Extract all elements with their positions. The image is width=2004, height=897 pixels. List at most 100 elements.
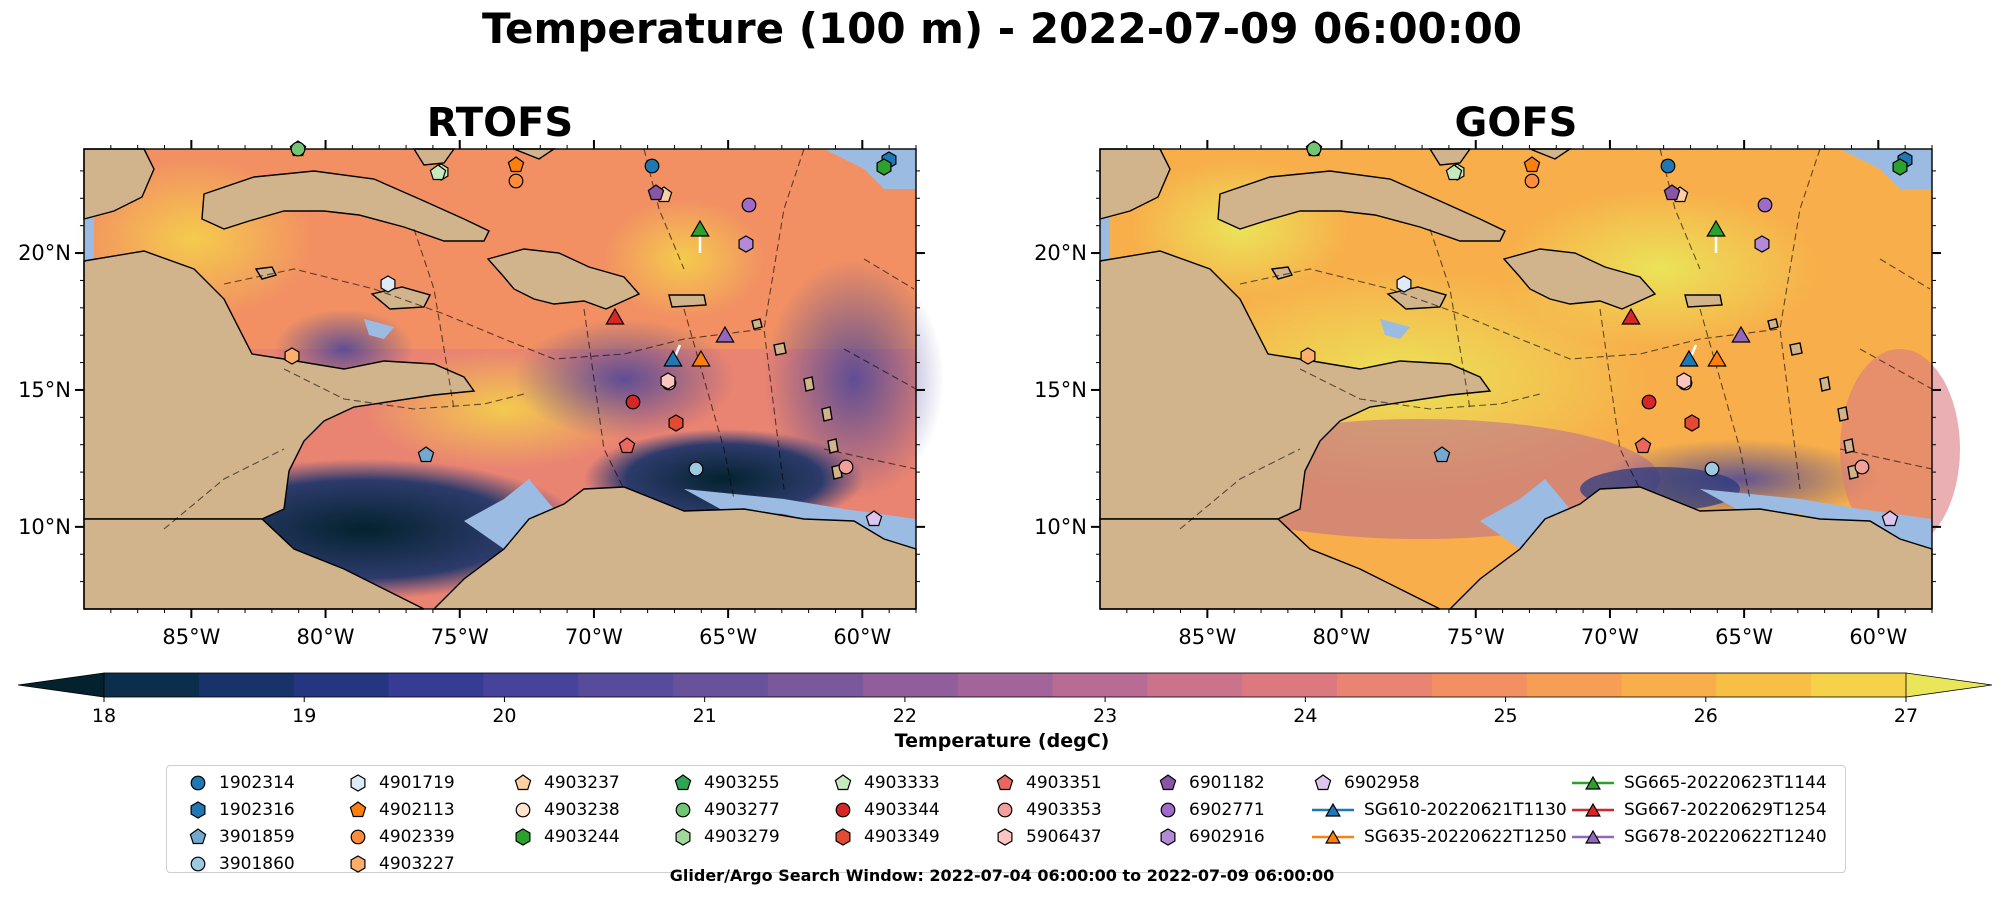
legend-label: SG610-20220621T1130 [1364, 799, 1567, 820]
legend-item: 1902314 [187, 769, 295, 796]
colorbar-tick-label: 18 [92, 705, 116, 727]
glider-marker [1621, 307, 1641, 325]
legend-marker [674, 773, 692, 790]
legend-label: 6901182 [1189, 772, 1265, 793]
colorbar-segment [1242, 673, 1338, 697]
legend-label: 4903344 [864, 799, 940, 820]
argo-float-marker [380, 275, 396, 293]
legend-marker [515, 802, 531, 817]
argo-float-marker [865, 510, 883, 527]
argo-float-marker [618, 437, 636, 454]
legend-marker [190, 856, 206, 871]
markers-rtofs [284, 140, 897, 527]
argo-float-marker [1524, 173, 1540, 189]
argo-float-marker [1663, 184, 1681, 201]
hexagon-marker-icon [997, 827, 1013, 846]
legend-column: 4901719 4902113 4902339 4903227 [347, 769, 455, 877]
triangle-marker-icon [1312, 802, 1354, 817]
argo-float-marker [1892, 158, 1908, 176]
legend-column: 6902958 SG610-20220621T1130 SG635-20220622… [1312, 769, 1567, 850]
legend-marker [1585, 802, 1601, 817]
argo-float-marker [1684, 414, 1700, 432]
legend-marker [997, 827, 1013, 846]
legend-label: 1902314 [219, 772, 295, 793]
legend-marker [189, 827, 207, 844]
legend-marker [1325, 802, 1341, 817]
legend-item: SG665-20220623T1144 [1572, 769, 1827, 796]
hexagon-marker-icon [515, 827, 531, 846]
argo-float-marker [1433, 446, 1451, 463]
colorbar-segment [388, 673, 484, 697]
legend-item: SG678-20220622T1240 [1572, 823, 1827, 850]
colorbar-segment [1147, 673, 1243, 697]
legend-label: 5906437 [1026, 826, 1102, 847]
argo-float-marker [1634, 437, 1652, 454]
legend-marker [1325, 829, 1341, 844]
legend-item: 4901719 [347, 769, 455, 796]
argo-float-marker [417, 446, 435, 463]
markers-gofs [1300, 140, 1913, 527]
legend-item: 4903244 [512, 823, 620, 850]
legend-marker [514, 773, 532, 790]
argo-float-marker [290, 141, 306, 157]
legend-label: 4903349 [864, 826, 940, 847]
legend-item: SG667-20220629T1254 [1572, 796, 1827, 823]
lon-tick-label-gofs: 85°W [1178, 625, 1236, 649]
glider-marker [1707, 349, 1727, 367]
lon-tick-label-gofs: 75°W [1447, 625, 1505, 649]
legend-label: SG665-20220623T1144 [1624, 772, 1827, 793]
legend-marker [1585, 829, 1601, 844]
legend-label: SG635-20220622T1250 [1364, 826, 1567, 847]
lon-tick-label-rtofs: 75°W [431, 625, 489, 649]
legend-marker [675, 827, 691, 846]
hexagon-marker-icon [675, 827, 691, 846]
legend-label: 4903353 [1026, 799, 1102, 820]
legend-label: 3901859 [219, 826, 295, 847]
legend-item: 3901860 [187, 850, 295, 877]
argo-float-marker [838, 459, 854, 475]
legend-marker [349, 800, 367, 817]
legend-item: 6902916 [1157, 823, 1265, 850]
triangle-marker-icon [1572, 802, 1614, 817]
legend-marker [997, 802, 1013, 817]
legend-item: 4903227 [347, 850, 455, 877]
legend-label: SG678-20220622T1240 [1624, 826, 1827, 847]
legend-label: 4903237 [544, 772, 620, 793]
circle-marker-icon [350, 829, 366, 844]
pentagon-marker-icon [349, 800, 367, 817]
panel-title-rtofs: RTOFS [426, 100, 574, 146]
argo-float-marker [1660, 158, 1676, 174]
legend-column: 1902314 1902316 3901859 3901860 [187, 769, 295, 877]
lon-tick-label-gofs: 65°W [1715, 625, 1773, 649]
glider-marker [1706, 219, 1726, 237]
pentagon-marker-icon [834, 773, 852, 790]
argo-float-marker [1396, 275, 1412, 293]
glider-marker [690, 219, 710, 237]
pentagon-marker-icon [996, 773, 1014, 790]
argo-float-marker [1523, 156, 1541, 173]
legend-item: 3901859 [187, 823, 295, 850]
colorbar-label: Temperature (degC) [894, 730, 1110, 752]
legend-marker [1314, 773, 1332, 790]
colorbar-extend-low [17, 672, 105, 698]
colorbar-segment [1336, 673, 1433, 697]
lon-tick-label-gofs: 80°W [1313, 625, 1371, 649]
argo-float-marker [741, 197, 757, 213]
legend-label: 4903333 [864, 772, 940, 793]
hexagon-marker-icon [190, 800, 206, 819]
colorbar-segment [1431, 673, 1528, 697]
search-window-note: Glider/Argo Search Window: 2022-07-04 06… [669, 866, 1335, 885]
legend-item: SG610-20220621T1130 [1312, 796, 1567, 823]
legend-label: 3901860 [219, 853, 295, 874]
colorbar-segment [104, 673, 200, 697]
colorbar-tick-label: 23 [1093, 705, 1117, 727]
colorbar-tick-label: 25 [1493, 705, 1517, 727]
legend-marker [350, 854, 366, 873]
glider-marker [663, 349, 683, 367]
lon-tick-label-gofs: 70°W [1581, 625, 1639, 649]
legend-marker [350, 829, 366, 844]
legend-marker [1585, 775, 1601, 790]
hexagon-marker-icon [350, 773, 366, 792]
legend-label: 6902916 [1189, 826, 1265, 847]
circle-marker-icon [1160, 802, 1176, 817]
